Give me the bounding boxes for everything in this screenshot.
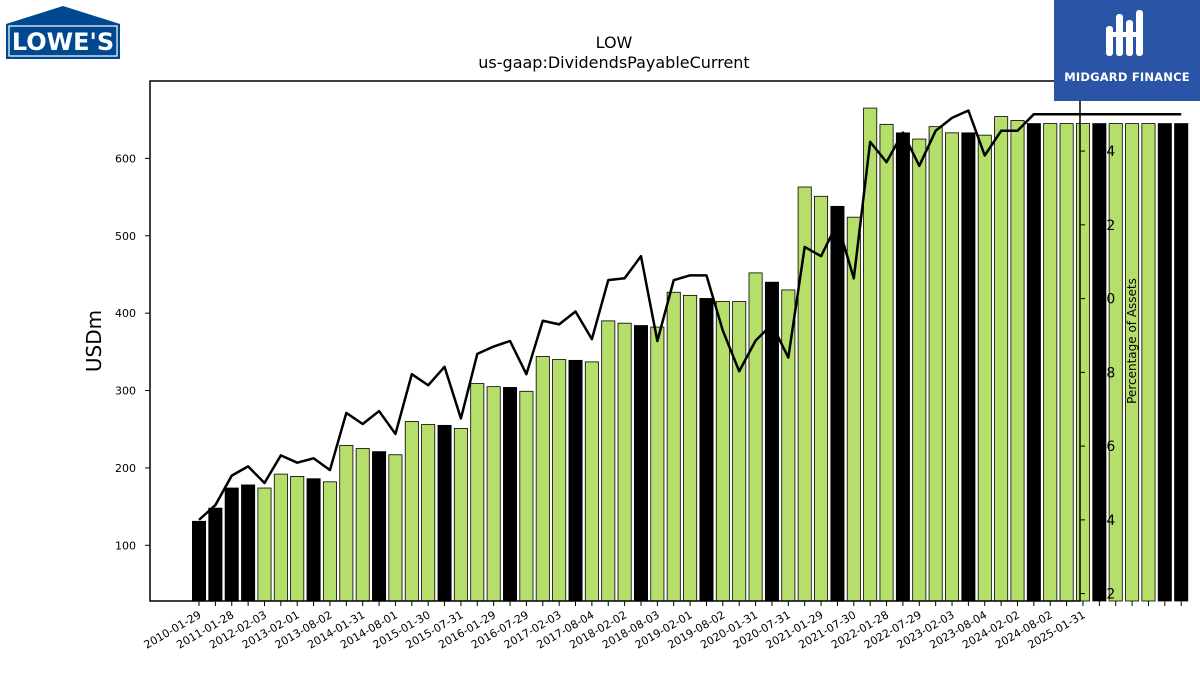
y2-tick-label: 0.6 (1093, 439, 1115, 455)
bar-2016-01-29 (584, 361, 599, 602)
bar-2021-07-30 (945, 132, 960, 602)
midgard-finance-logo: MIDGARD FINANCE (1054, 0, 1200, 101)
bar-2013-08-02 (421, 424, 436, 602)
bar-2022-01-28 (977, 134, 992, 602)
bar-2024-08-02 (1141, 123, 1156, 602)
y2-tick-label: 0.4 (1093, 513, 1115, 529)
bar-2010-04-30 (208, 507, 223, 602)
bar-2011-07-29 (290, 476, 305, 602)
bar-2017-02-03 (650, 326, 665, 602)
bar-2015-01-30 (519, 390, 534, 602)
bar-2012-08-03 (355, 448, 370, 602)
bar-2016-04-29 (601, 320, 616, 602)
chart-subtitle: us-gaap:DividendsPayableCurrent (478, 53, 749, 72)
chart-title: LOW (596, 33, 633, 52)
bar-2019-11-01 (830, 205, 845, 602)
percentage-line (198, 109, 1182, 521)
lowes-logo-mark: LOWE'S (6, 6, 120, 59)
bar-2025-01-31 (1174, 123, 1189, 602)
midgard-logo-mark (1106, 10, 1143, 56)
bar-2017-08-04 (683, 294, 698, 602)
bar-2022-04-29 (994, 116, 1009, 602)
bar-2018-02-02 (715, 301, 730, 602)
bar-2013-11-01 (437, 424, 452, 602)
bar-2010-07-30 (224, 487, 239, 602)
midgard-logo-text: MIDGARD FINANCE (1064, 70, 1190, 84)
bar-2020-07-31 (879, 123, 894, 602)
y-tick-label: 600 (115, 152, 136, 165)
bar-2021-01-29 (912, 138, 927, 602)
bar-2020-10-30 (895, 132, 910, 602)
y-axis-label: USDm (82, 310, 106, 372)
bar-2024-11-01 (1157, 123, 1172, 602)
bar-2023-08-04 (1075, 123, 1090, 602)
bar-2022-07-29 (1010, 120, 1025, 602)
bar-2021-10-29 (961, 132, 976, 602)
x-axis: 2010-01-292011-01-282012-02-032013-02-01… (142, 601, 1182, 652)
y2-tick-label: 1.4 (1093, 144, 1115, 160)
bar-2018-05-04 (732, 301, 747, 602)
bar-2011-01-28 (257, 487, 272, 602)
y2-tick-label: 0.2 (1093, 587, 1115, 603)
bar-2012-02-03 (322, 481, 337, 602)
bar-2015-10-30 (568, 359, 583, 602)
y-tick-label: 500 (115, 230, 136, 243)
bar-2022-10-28 (1026, 123, 1041, 602)
y2-tick-label: 0.8 (1093, 365, 1115, 381)
bar-2023-02-03 (1043, 123, 1058, 602)
y2-axis-label: Percentage of Assets (1125, 278, 1139, 404)
bars-group (191, 107, 1189, 602)
y-axis-right: 0.2 0.4 0.6 0.8 1.0 1.2 1.4 (1080, 144, 1115, 603)
bar-2014-08-01 (486, 386, 501, 602)
bar-2013-05-03 (404, 421, 419, 602)
lowes-logo: LOWE'S (6, 6, 120, 59)
bar-2015-07-31 (552, 359, 567, 602)
y-tick-label: 300 (115, 385, 136, 398)
y2-tick-label: 1.2 (1093, 218, 1115, 234)
bar-2010-10-29 (241, 484, 256, 602)
bar-2014-10-31 (503, 387, 518, 602)
bar-2023-11-03 (1092, 123, 1107, 602)
svg-text:LOWE'S: LOWE'S (12, 28, 114, 56)
bar-2015-05-01 (535, 356, 550, 602)
bar-2010-01-29 (191, 520, 206, 602)
y-axis-left: 100 200 300 400 500 600 (115, 152, 150, 552)
bar-2018-08-03 (748, 272, 763, 602)
bar-2013-02-01 (388, 454, 403, 602)
bar-2016-10-28 (633, 325, 648, 602)
plot-frame (149, 80, 1081, 602)
bar-2012-05-04 (339, 445, 354, 602)
bar-2017-11-03 (699, 298, 714, 602)
bar-2014-01-31 (453, 428, 468, 602)
y2-tick-label: 1.0 (1093, 292, 1115, 308)
bar-2024-02-02 (1108, 123, 1123, 602)
y-tick-label: 100 (115, 539, 136, 552)
bar-2021-04-30 (928, 126, 943, 602)
y-tick-label: 200 (115, 462, 136, 475)
bar-2014-05-02 (470, 383, 485, 602)
y-tick-label: 400 (115, 307, 136, 320)
bar-2019-02-01 (781, 289, 796, 602)
bar-2023-05-05 (1059, 123, 1074, 602)
bar-2017-05-05 (666, 291, 681, 602)
bar-2011-04-29 (273, 473, 288, 602)
bar-2012-11-02 (372, 451, 387, 602)
bar-2016-07-29 (617, 322, 632, 602)
bar-2011-10-28 (306, 478, 321, 602)
